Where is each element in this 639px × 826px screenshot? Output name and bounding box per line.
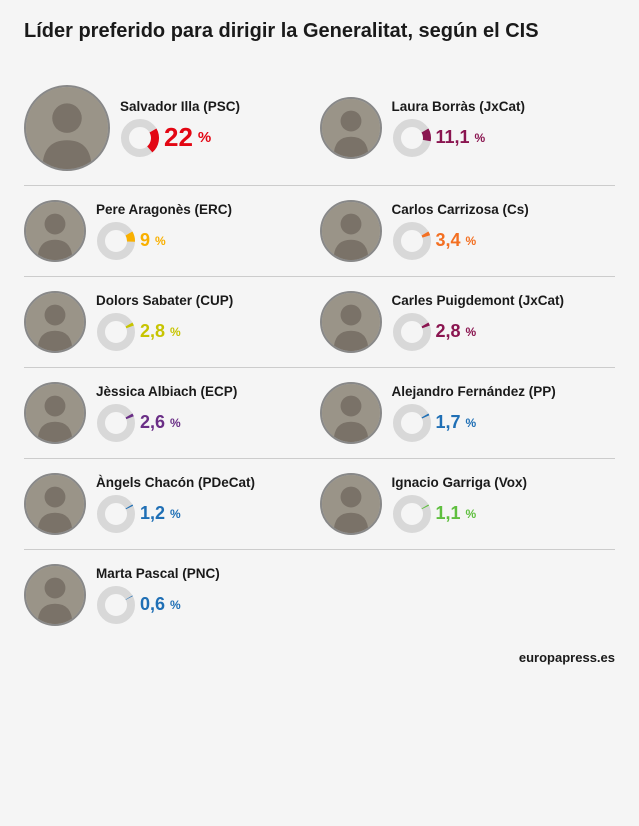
leader-pct: 11,1: [436, 127, 470, 148]
pct-sign: %: [466, 234, 477, 248]
leader-avatar: [320, 473, 382, 535]
leader-name: Jèssica Albiach (ECP): [96, 384, 320, 399]
leader-name: Alejandro Fernández (PP): [392, 384, 616, 399]
leader-info: Laura Borràs (JxCat) 11,1%: [392, 99, 616, 158]
leader-cell: Pere Aragonès (ERC) 9%: [24, 200, 320, 262]
leader-name: Àngels Chacón (PDeCat): [96, 475, 320, 490]
donut-chart: [96, 221, 136, 261]
leader-avatar: [24, 200, 86, 262]
leader-pct: 1,7: [436, 412, 461, 433]
leader-pct: 2,8: [140, 321, 165, 342]
leader-name: Laura Borràs (JxCat): [392, 99, 616, 114]
pct-sign: %: [466, 416, 477, 430]
leader-cell: Jèssica Albiach (ECP) 2,6%: [24, 382, 320, 444]
leaders-row: Salvador Illa (PSC) 22% Laura Borràs (Jx…: [24, 71, 615, 186]
leader-cell: Àngels Chacón (PDeCat) 1,2%: [24, 473, 320, 535]
leader-pct: 0,6: [140, 594, 165, 615]
leader-avatar: [24, 85, 110, 171]
leader-pct: 1,2: [140, 503, 165, 524]
leaders-row: Pere Aragonès (ERC) 9% Carlos Carrizosa …: [24, 186, 615, 277]
leader-info: Ignacio Garriga (Vox) 1,1%: [392, 475, 616, 534]
leader-pct: 3,4: [436, 230, 461, 251]
pct-sign: %: [170, 598, 181, 612]
leader-name: Carlos Carrizosa (Cs): [392, 202, 616, 217]
leader-name: Dolors Sabater (CUP): [96, 293, 320, 308]
pct-sign: %: [155, 234, 166, 248]
leader-pct: 1,1: [436, 503, 461, 524]
leader-info: Dolors Sabater (CUP) 2,8%: [96, 293, 320, 352]
pct-sign: %: [466, 325, 477, 339]
leader-name: Carles Puigdemont (JxCat): [392, 293, 616, 308]
source-label: europapress.es: [24, 650, 615, 665]
leader-value-row: 1,1%: [392, 494, 616, 534]
leaders-row: Dolors Sabater (CUP) 2,8% Carles Puigdem…: [24, 277, 615, 368]
leader-name: Marta Pascal (PNC): [96, 566, 320, 581]
leader-pct: 2,6: [140, 412, 165, 433]
leaders-row: Marta Pascal (PNC) 0,6%: [24, 550, 615, 640]
leader-info: Àngels Chacón (PDeCat) 1,2%: [96, 475, 320, 534]
leader-value-row: 1,7%: [392, 403, 616, 443]
leader-name: Ignacio Garriga (Vox): [392, 475, 616, 490]
leader-cell: Carlos Carrizosa (Cs) 3,4%: [320, 200, 616, 262]
donut-chart: [96, 494, 136, 534]
leader-pct: 22: [164, 122, 193, 153]
pct-sign: %: [475, 131, 486, 145]
donut-chart: [392, 221, 432, 261]
leader-cell: Alejandro Fernández (PP) 1,7%: [320, 382, 616, 444]
leader-cell: Dolors Sabater (CUP) 2,8%: [24, 291, 320, 353]
leader-avatar: [320, 291, 382, 353]
leader-value-row: 1,2%: [96, 494, 320, 534]
pct-sign: %: [170, 507, 181, 521]
leader-value-row: 22%: [120, 118, 320, 158]
leader-info: Carlos Carrizosa (Cs) 3,4%: [392, 202, 616, 261]
leader-cell: Carles Puigdemont (JxCat) 2,8%: [320, 291, 616, 353]
leader-cell: Laura Borràs (JxCat) 11,1%: [320, 85, 616, 171]
leader-avatar: [320, 200, 382, 262]
leader-avatar: [24, 291, 86, 353]
pct-sign: %: [198, 129, 211, 146]
donut-chart: [392, 312, 432, 352]
donut-chart: [96, 403, 136, 443]
pct-sign: %: [170, 416, 181, 430]
donut-chart: [96, 585, 136, 625]
leader-name: Salvador Illa (PSC): [120, 99, 320, 114]
leader-value-row: 0,6%: [96, 585, 320, 625]
leader-value-row: 2,6%: [96, 403, 320, 443]
leader-value-row: 2,8%: [96, 312, 320, 352]
leader-pct: 9: [140, 230, 150, 251]
leader-avatar: [24, 564, 86, 626]
donut-chart: [120, 118, 160, 158]
leader-name: Pere Aragonès (ERC): [96, 202, 320, 217]
leaders-row: Jèssica Albiach (ECP) 2,6% Alejandro Fer…: [24, 368, 615, 459]
leader-info: Pere Aragonès (ERC) 9%: [96, 202, 320, 261]
leader-avatar: [320, 97, 382, 159]
leader-info: Alejandro Fernández (PP) 1,7%: [392, 384, 616, 443]
leader-cell: Salvador Illa (PSC) 22%: [24, 85, 320, 171]
donut-chart: [392, 403, 432, 443]
leader-info: Marta Pascal (PNC) 0,6%: [96, 566, 320, 625]
leader-value-row: 2,8%: [392, 312, 616, 352]
leader-info: Carles Puigdemont (JxCat) 2,8%: [392, 293, 616, 352]
leader-avatar: [24, 473, 86, 535]
leader-cell: Marta Pascal (PNC) 0,6%: [24, 564, 320, 626]
leader-value-row: 11,1%: [392, 118, 616, 158]
donut-chart: [96, 312, 136, 352]
leader-pct: 2,8: [436, 321, 461, 342]
leader-value-row: 3,4%: [392, 221, 616, 261]
pct-sign: %: [170, 325, 181, 339]
donut-chart: [392, 118, 432, 158]
leader-cell: [320, 564, 616, 626]
leader-avatar: [320, 382, 382, 444]
leader-value-row: 9%: [96, 221, 320, 261]
pct-sign: %: [466, 507, 477, 521]
leader-info: Salvador Illa (PSC) 22%: [120, 99, 320, 158]
leaders-grid: Salvador Illa (PSC) 22% Laura Borràs (Jx…: [24, 71, 615, 640]
leader-info: Jèssica Albiach (ECP) 2,6%: [96, 384, 320, 443]
donut-chart: [392, 494, 432, 534]
page-title: Líder preferido para dirigir la Generali…: [24, 20, 615, 43]
leaders-row: Àngels Chacón (PDeCat) 1,2% Ignacio Garr…: [24, 459, 615, 550]
leader-avatar: [24, 382, 86, 444]
leader-cell: Ignacio Garriga (Vox) 1,1%: [320, 473, 616, 535]
